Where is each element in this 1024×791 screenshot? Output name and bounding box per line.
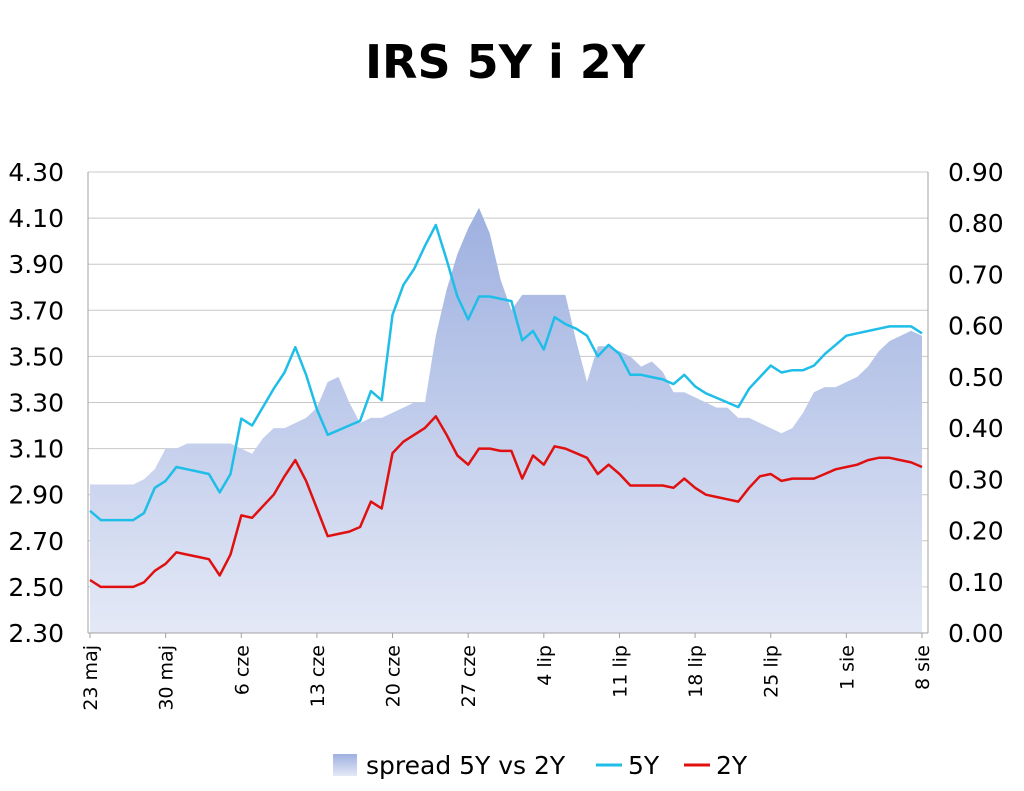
x-axis-labels: 23 maj 30 maj 6 cze 13 cze 20 cze 27 cze 4 lip… (80, 645, 934, 711)
x-tick-label: 25 lip (761, 645, 783, 698)
x-tick-label: 1 sie (836, 645, 858, 690)
y-left-tick-label: 3.70 (8, 296, 64, 325)
y-left-tick-label: 2.30 (8, 619, 64, 648)
legend-label-5y: 5Y (628, 751, 660, 780)
x-tick-label: 27 cze (458, 645, 480, 707)
y-left-tick-label: 3.90 (8, 250, 64, 279)
y-left-tick-label: 4.30 (8, 158, 64, 187)
y-left-tick-label: 3.50 (8, 342, 64, 371)
x-tick-label: 11 lip (609, 645, 631, 698)
x-tick-label: 30 maj (156, 645, 178, 711)
y-right-tick-label: 0.50 (948, 363, 1004, 392)
y-left-tick-label: 3.30 (8, 389, 64, 418)
y-left-tick-label: 3.10 (8, 435, 64, 464)
series-area-spread (90, 207, 922, 633)
y-left-tick-label: 2.90 (8, 481, 64, 510)
x-tick-label: 20 cze (383, 645, 405, 707)
y-left-tick-label: 2.50 (8, 573, 64, 602)
x-tick-label: 23 maj (80, 645, 102, 711)
y-right-tick-label: 0.60 (948, 312, 1004, 341)
x-tick-label: 8 sie (912, 645, 934, 690)
series-line-5y (89, 223, 923, 522)
legend-label-spread: spread 5Y vs 2Y (366, 751, 566, 780)
x-tick-label: 6 cze (231, 645, 253, 695)
y-right-tick-label: 0.80 (948, 209, 1004, 238)
y-left-tick-label: 2.70 (8, 527, 64, 556)
x-tick-label: 18 lip (685, 645, 707, 698)
x-tick-label: 13 cze (307, 645, 329, 707)
y-right-tick-label: 0.10 (948, 568, 1004, 597)
y-axis-right-labels: 0.00 0.10 0.20 0.30 0.40 0.50 0.60 0.70 0.80 0.90 (948, 158, 1004, 648)
x-tick-label: 4 lip (534, 645, 556, 686)
legend: spread 5Y vs 2Y 5Y 2Y (333, 751, 748, 780)
y-right-tick-label: 0.40 (948, 414, 1004, 443)
y-left-tick-label: 4.10 (8, 204, 64, 233)
chart-title: IRS 5Y i 2Y (365, 35, 646, 89)
y-right-tick-label: 0.70 (948, 260, 1004, 289)
legend-label-2y: 2Y (716, 751, 748, 780)
y-right-tick-label: 0.00 (948, 619, 1004, 648)
y-right-tick-label: 0.20 (948, 517, 1004, 546)
y-right-tick-label: 0.30 (948, 465, 1004, 494)
axes (87, 172, 929, 638)
y-right-tick-label: 0.90 (948, 158, 1004, 187)
series-line-2y (89, 415, 923, 589)
y-axis-left-labels: 2.30 2.50 2.70 2.90 3.10 3.30 3.50 3.70 3.90 4.10… (8, 158, 64, 648)
legend-swatch-spread (333, 754, 357, 776)
